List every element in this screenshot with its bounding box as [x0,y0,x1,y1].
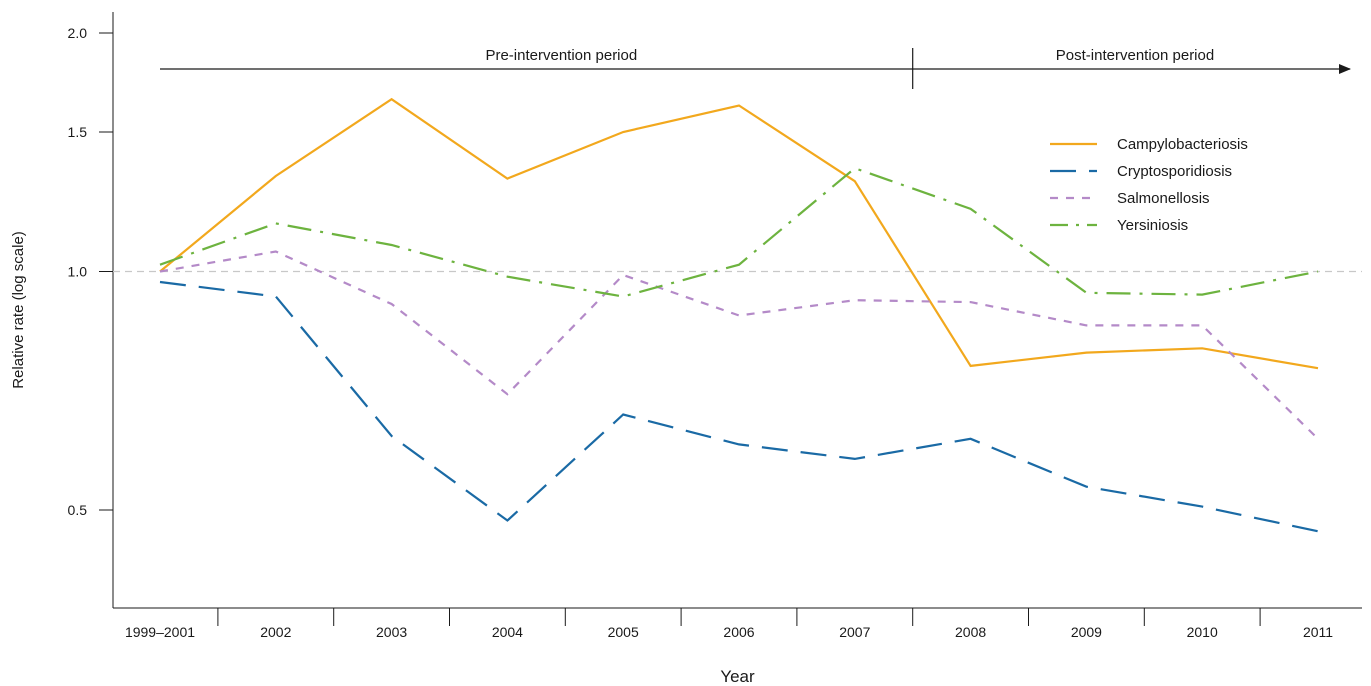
x-tick-label: 2007 [839,624,870,640]
y-tick-label: 0.5 [68,502,88,518]
x-ticks: 1999–2001 2002 2003 2004 2005 2006 2007 2008 200… [125,608,1333,640]
x-tick-label: 2008 [955,624,986,640]
legend: Campylobacteriosis Cryptosporidiosis Salmo… [1050,136,1248,234]
y-ticks: 2.0 1.5 1.0 0.5 [68,25,113,518]
x-tick-label: 2005 [608,624,639,640]
x-axis-title: Year [720,667,755,686]
y-tick-label: 1.0 [68,264,88,280]
x-tick-label: 2009 [1071,624,1102,640]
y-axis-title: Relative rate (log scale) [10,231,27,389]
legend-label: Yersiniosis [1117,217,1188,234]
series-line-yersiniosis [159,166,1319,298]
series-lines [159,97,1319,533]
series-line-campylobacteriosis [159,97,1319,370]
x-tick-label: 2011 [1303,624,1333,640]
x-tick-label: 2002 [260,624,291,640]
series-line-cryptosporidiosis [159,280,1319,533]
post-intervention-label: Post-intervention period [1056,47,1214,64]
axes [112,12,1362,609]
legend-label: Campylobacteriosis [1117,136,1248,153]
series-line-salmonellosis [159,250,1319,440]
x-tick-label: 2003 [376,624,407,640]
x-tick-label: 2006 [723,624,754,640]
y-tick-label: 2.0 [68,25,88,41]
period-arrows: Pre-intervention period Post-intervention… [160,47,1351,89]
legend-label: Cryptosporidiosis [1117,163,1232,180]
y-tick-label: 1.5 [68,124,88,140]
x-tick-label: 1999–2001 [125,624,195,640]
legend-label: Salmonellosis [1117,190,1210,207]
x-tick-label: 2010 [1187,624,1218,640]
pre-intervention-label: Pre-intervention period [485,47,637,64]
x-tick-label: 2004 [492,624,523,640]
